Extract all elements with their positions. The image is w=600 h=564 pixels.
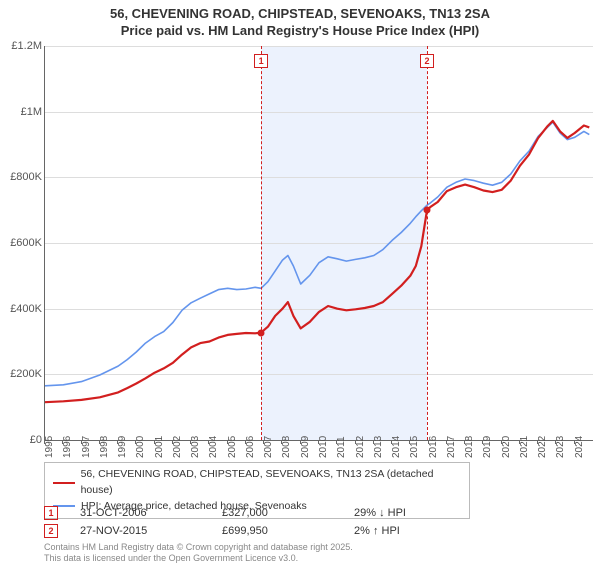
x-axis-label: 2004: [208, 436, 219, 458]
x-axis-label: 2020: [501, 436, 512, 458]
sale-row: 1 31-OCT-2006 £327,000 29% ↓ HPI: [44, 506, 584, 520]
sale-row: 2 27-NOV-2015 £699,950 2% ↑ HPI: [44, 524, 584, 538]
y-axis-label: £400K: [2, 303, 42, 315]
sale-change: 29% ↓ HPI: [354, 507, 464, 519]
x-axis-label: 2017: [446, 436, 457, 458]
title-line-2: Price paid vs. HM Land Registry's House …: [121, 23, 480, 38]
y-axis-label: £0: [2, 434, 42, 446]
y-axis-label: £1.2M: [2, 40, 42, 52]
x-axis-label: 2010: [318, 436, 329, 458]
sale-point: [258, 329, 265, 336]
legend-swatch-red: [53, 482, 75, 484]
sale-row-marker: 1: [44, 506, 58, 520]
x-axis-label: 2012: [355, 436, 366, 458]
plot-area: 12: [44, 46, 593, 441]
chart-container: 56, CHEVENING ROAD, CHIPSTEAD, SEVENOAKS…: [0, 0, 600, 560]
legend-row-price-paid: 56, CHEVENING ROAD, CHIPSTEAD, SEVENOAKS…: [53, 467, 461, 499]
sale-price: £327,000: [222, 507, 332, 519]
x-axis-label: 2009: [300, 436, 311, 458]
sale-price: £699,950: [222, 525, 332, 537]
x-axis-label: 1998: [99, 436, 110, 458]
title-line-1: 56, CHEVENING ROAD, CHIPSTEAD, SEVENOAKS…: [110, 6, 490, 21]
x-axis-label: 2005: [227, 436, 238, 458]
x-axis-label: 2007: [263, 436, 274, 458]
x-axis-label: 2013: [373, 436, 384, 458]
x-axis-label: 1999: [117, 436, 128, 458]
x-axis-label: 2022: [537, 436, 548, 458]
y-axis-label: £200K: [2, 368, 42, 380]
x-axis-label: 2023: [555, 436, 566, 458]
sale-row-marker: 2: [44, 524, 58, 538]
attribution-footer: Contains HM Land Registry data © Crown c…: [44, 542, 353, 564]
sale-point: [423, 207, 430, 214]
chart-svg: [45, 46, 593, 440]
legend-label-1: 56, CHEVENING ROAD, CHIPSTEAD, SEVENOAKS…: [81, 467, 461, 499]
x-axis-label: 2000: [135, 436, 146, 458]
x-axis-label: 1995: [44, 436, 55, 458]
y-axis-label: £600K: [2, 237, 42, 249]
sale-marker-line: [261, 46, 262, 440]
sale-change: 2% ↑ HPI: [354, 525, 464, 537]
x-axis-label: 2006: [245, 436, 256, 458]
x-axis-label: 2016: [428, 436, 439, 458]
x-axis-label: 2001: [154, 436, 165, 458]
x-axis-label: 2021: [519, 436, 530, 458]
x-axis-label: 1997: [81, 436, 92, 458]
x-axis-label: 2015: [409, 436, 420, 458]
x-axis-label: 2014: [391, 436, 402, 458]
chart-title: 56, CHEVENING ROAD, CHIPSTEAD, SEVENOAKS…: [0, 0, 600, 40]
x-axis-label: 2018: [464, 436, 475, 458]
sale-marker-label: 1: [254, 54, 268, 68]
sale-date: 27-NOV-2015: [80, 525, 200, 537]
y-axis-label: £1M: [2, 106, 42, 118]
x-axis-label: 2008: [281, 436, 292, 458]
x-axis-label: 2024: [574, 436, 585, 458]
sale-marker-label: 2: [420, 54, 434, 68]
x-axis-label: 2019: [482, 436, 493, 458]
x-axis-label: 2002: [172, 436, 183, 458]
sale-marker-line: [427, 46, 428, 440]
x-axis-label: 1996: [62, 436, 73, 458]
y-axis-label: £800K: [2, 171, 42, 183]
x-axis-label: 2003: [190, 436, 201, 458]
sale-date: 31-OCT-2006: [80, 507, 200, 519]
sale-summary: 1 31-OCT-2006 £327,000 29% ↓ HPI 2 27-NOV-201…: [44, 506, 584, 542]
x-axis-label: 2011: [336, 436, 347, 458]
series-hpi: [45, 122, 589, 386]
